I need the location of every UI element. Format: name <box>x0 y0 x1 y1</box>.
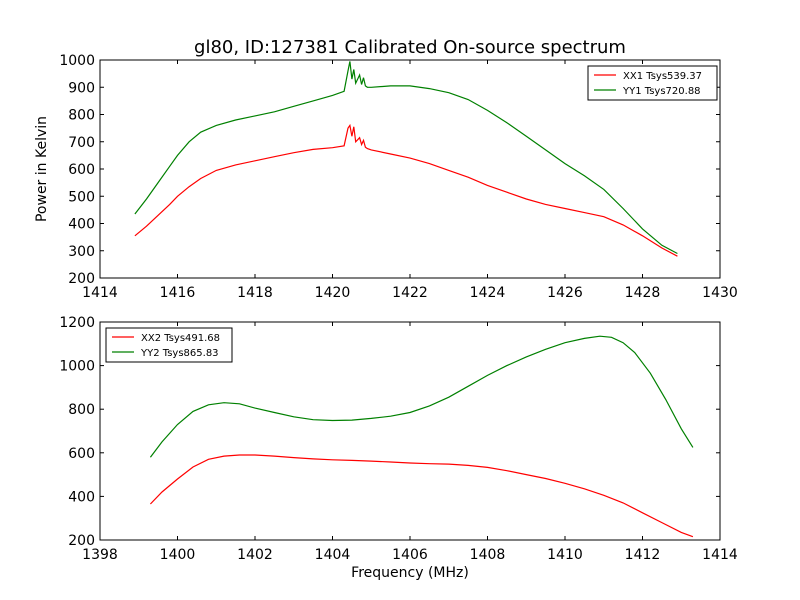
x-tick-label: 1416 <box>160 285 196 301</box>
chart-title: gl80, ID:127381 Calibrated On-source spe… <box>194 37 626 58</box>
legend-label: YY2 Tsys865.83 <box>140 348 219 359</box>
y-tick-label: 600 <box>68 162 95 178</box>
y-tick-label: 500 <box>68 189 95 205</box>
series-line-1 <box>134 123 678 257</box>
series-line-1 <box>149 454 694 538</box>
x-tick-label: 1422 <box>392 285 428 301</box>
y-tick-label: 700 <box>68 135 95 151</box>
legend-label: XX2 Tsys491.68 <box>141 333 220 344</box>
x-tick-label: 1410 <box>547 547 583 563</box>
legend-box <box>587 65 718 101</box>
y-tick-label: 600 <box>68 446 95 462</box>
x-tick-label: 1430 <box>702 285 738 301</box>
x-tick-label: 1400 <box>160 547 196 563</box>
x-tick-label: 1398 <box>82 547 118 563</box>
y-tick-label: 1000 <box>59 359 95 375</box>
x-tick-label: 1414 <box>82 285 118 301</box>
y-axis-label-top: Power in Kelvin <box>34 116 50 222</box>
x-tick-label: 1420 <box>315 285 351 301</box>
plot-top: 1414 1416 1418 1420 1422 1424 1426 1428 1430 200 3… <box>59 53 737 301</box>
x-tick-label: 1414 <box>702 547 738 563</box>
legend-label: XX1 Tsys539.37 <box>623 71 702 82</box>
y-tick-label: 1200 <box>59 315 95 331</box>
y-tick-label: 400 <box>68 489 95 505</box>
series-line-2 <box>134 61 678 255</box>
x-tick-label: 1402 <box>237 547 273 563</box>
y-tick-label: 200 <box>68 533 95 549</box>
x-tick-label: 1408 <box>470 547 506 563</box>
y-tick-label: 800 <box>68 108 95 124</box>
x-axis-label-bottom: Frequency (MHz) <box>351 565 469 581</box>
x-tick-label: 1428 <box>625 285 661 301</box>
y-tick-label: 900 <box>68 80 95 96</box>
plot-bottom: 1398 1400 1402 1404 1406 1408 1410 1412 1414 200 4… <box>59 315 738 563</box>
x-tick-label: 1406 <box>392 547 428 563</box>
legend-box <box>105 327 233 363</box>
x-tick-label: 1404 <box>315 547 351 563</box>
y-tick-label: 400 <box>68 217 95 233</box>
series-line-2 <box>149 335 694 458</box>
x-tick-label: 1426 <box>547 285 583 301</box>
y-tick-label: 300 <box>68 244 95 260</box>
y-tick-label: 1000 <box>59 53 95 69</box>
legend-label: YY1 Tsys720.88 <box>622 86 701 97</box>
x-tick-label: 1418 <box>237 285 273 301</box>
y-tick-label: 800 <box>68 402 95 418</box>
y-tick-label: 200 <box>68 271 95 287</box>
x-tick-label: 1412 <box>625 547 661 563</box>
x-tick-label: 1424 <box>470 285 506 301</box>
legend: XX2 Tsys491.68 YY2 Tsys865.83 <box>105 327 233 363</box>
legend: XX1 Tsys539.37 YY1 Tsys720.88 <box>587 65 718 101</box>
